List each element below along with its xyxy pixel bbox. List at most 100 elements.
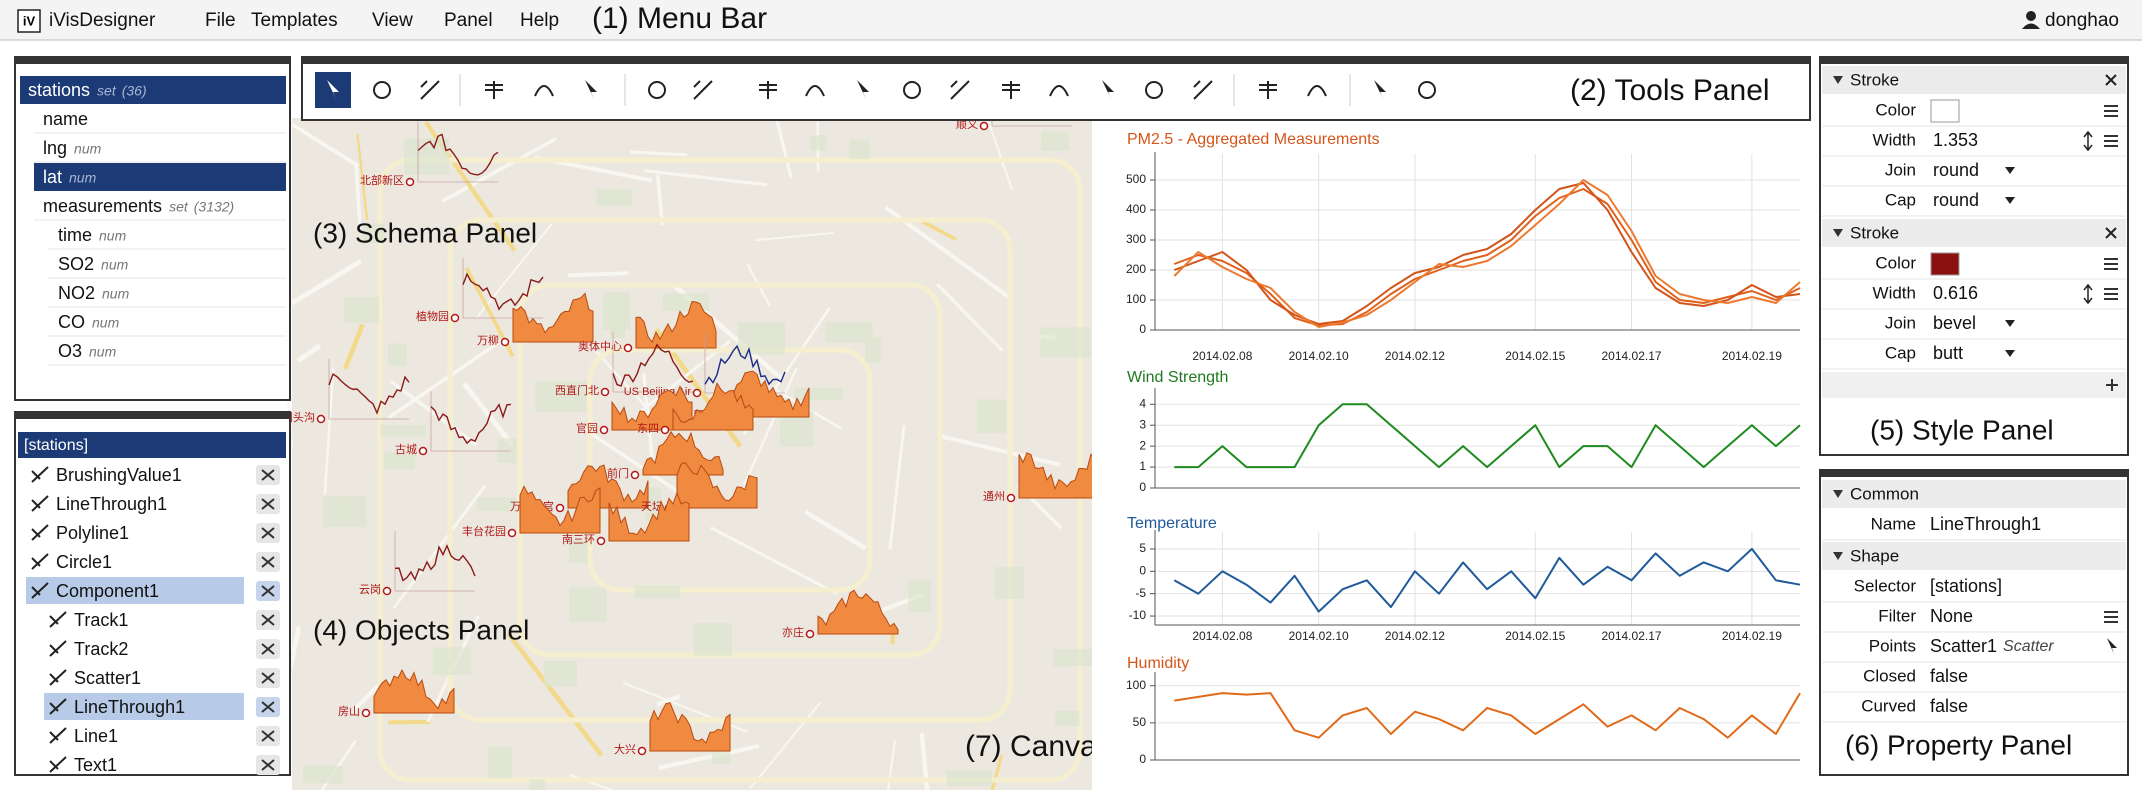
y-tick-label: 2 [1139, 438, 1146, 452]
tool-button[interactable] [327, 80, 339, 99]
dropdown-icon [2005, 350, 2015, 357]
color-swatch[interactable] [1930, 252, 1960, 276]
y-tick-label: 1 [1139, 459, 1146, 473]
tool-button[interactable] [1193, 80, 1213, 100]
green-area [994, 566, 1025, 599]
tool-button[interactable] [585, 80, 597, 99]
field-value[interactable]: butt [1933, 343, 1963, 363]
field-value[interactable]: LineThrough1 [1930, 514, 2041, 534]
chart: Temperature -10 -5 0 5 2014.02.08 2014.02.10 20… [1127, 515, 1801, 643]
panel-caption: (5) Style Panel [1870, 414, 2054, 445]
schema-field[interactable]: O3 [58, 341, 82, 361]
menu-item[interactable]: View [372, 10, 413, 31]
tool-button[interactable] [805, 85, 825, 97]
add-icon[interactable] [2106, 379, 2118, 391]
field-value[interactable]: false [1930, 666, 1968, 686]
menu-item[interactable]: Help [520, 10, 559, 31]
station: 奥体中心 [578, 301, 717, 353]
mini-area [649, 702, 731, 752]
schema-field[interactable]: measurements [43, 196, 162, 216]
station: 东四 [637, 382, 754, 435]
tool-button[interactable] [857, 80, 869, 99]
tool-icon [373, 81, 391, 99]
object-row[interactable]: Text1 [49, 755, 280, 775]
object-row[interactable]: Component1 [26, 577, 280, 604]
field-value[interactable]: bevel [1933, 313, 1976, 333]
tool-button[interactable] [534, 85, 554, 97]
tool-button[interactable] [1259, 81, 1277, 99]
chart-title: PM2.5 - Aggregated Measurements [1127, 131, 1380, 148]
tool-button[interactable] [1049, 85, 1069, 97]
field-label: Join [1885, 313, 1916, 332]
field-value[interactable]: round [1933, 190, 1979, 210]
menu-item[interactable]: File [205, 10, 236, 31]
station: 植物园 [416, 258, 544, 323]
app-name: iVisDesigner [49, 10, 156, 31]
object-row[interactable]: Circle1 [31, 552, 280, 572]
object-icon [49, 640, 67, 657]
tool-button[interactable] [420, 80, 440, 100]
menu-item[interactable]: Templates [251, 10, 338, 31]
object-row[interactable]: Line1 [49, 726, 280, 746]
object-row[interactable]: BrushingValue1 [31, 465, 280, 485]
road [323, 367, 335, 495]
tool-button[interactable] [1374, 80, 1386, 99]
field-value[interactable]: 1.353 [1933, 130, 1978, 150]
tool-button[interactable] [485, 81, 503, 99]
object-row[interactable]: Track1 [49, 610, 280, 630]
color-swatch[interactable] [1930, 99, 1960, 123]
field-value[interactable]: 0.616 [1933, 283, 1978, 303]
close-icon[interactable] [2105, 227, 2117, 239]
field-value[interactable]: Scatter1 [1930, 636, 1997, 656]
tool-button[interactable] [903, 81, 921, 99]
station-name: 丰台花园 [462, 524, 506, 538]
schema-field[interactable]: stations [28, 80, 90, 100]
tool-button[interactable] [373, 81, 391, 99]
menu-item[interactable]: Panel [444, 10, 493, 31]
schema-field[interactable]: SO2 [58, 254, 94, 274]
field-value[interactable]: None [1930, 606, 1973, 626]
user-name[interactable]: donghao [2045, 10, 2119, 31]
collapse-icon [1833, 552, 1843, 560]
schema-field[interactable]: time [58, 225, 92, 245]
tool-button[interactable] [1145, 81, 1163, 99]
object-row[interactable]: LineThrough1 [31, 494, 280, 514]
tool-button[interactable] [648, 81, 666, 99]
schema-field[interactable]: lat [43, 167, 62, 187]
tool-button[interactable] [693, 80, 713, 100]
tool-button[interactable] [1418, 81, 1436, 99]
tool-button[interactable] [1002, 81, 1020, 99]
schema-field[interactable]: lng [43, 138, 67, 158]
schema-field[interactable]: NO2 [58, 283, 95, 303]
object-row[interactable]: Polyline1 [31, 523, 280, 543]
object-row[interactable]: Track2 [49, 639, 280, 659]
object-row[interactable]: LineThrough1 [44, 693, 280, 720]
close-icon[interactable] [2105, 74, 2117, 86]
panel-bg [14, 56, 291, 401]
field-value[interactable]: round [1933, 160, 1979, 180]
object-icon [49, 727, 67, 744]
schema-field[interactable]: CO [58, 312, 85, 332]
object-icon [49, 756, 67, 773]
tool-button[interactable] [950, 80, 970, 100]
tool-icon [1102, 80, 1114, 99]
chart: Humidity 0 50 100 [1126, 655, 1801, 766]
road [475, 223, 553, 319]
green-area [387, 343, 407, 366]
tool-button[interactable] [1307, 85, 1327, 97]
field-value[interactable]: false [1930, 696, 1968, 716]
station-dot [623, 343, 633, 353]
row-selected [26, 577, 244, 604]
field-value[interactable]: [stations] [1930, 576, 2002, 596]
tool-icon [485, 81, 503, 99]
schema-field[interactable]: name [43, 109, 88, 129]
tool-button[interactable] [759, 81, 777, 99]
field-label: Join [1885, 160, 1916, 179]
object-icon [49, 698, 67, 715]
user-icon [2022, 23, 2040, 29]
tool-button[interactable] [1102, 80, 1114, 99]
y-tick-label: 5 [1139, 541, 1146, 555]
object-row[interactable]: Scatter1 [49, 668, 280, 688]
road [296, 343, 322, 364]
